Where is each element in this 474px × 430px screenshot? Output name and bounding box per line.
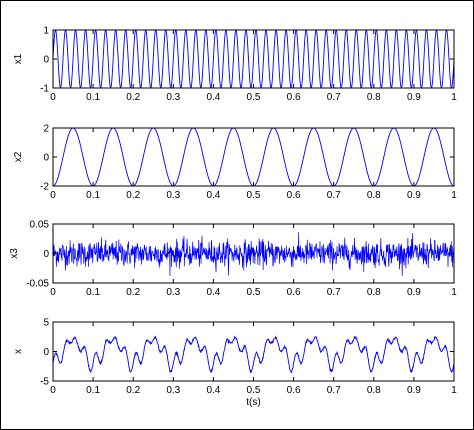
x-tick-label: 0.2 [126, 190, 140, 201]
x-tick-label: 0.1 [86, 92, 100, 103]
y-tick-label: -0.05 [26, 279, 49, 290]
x-tick-label: 0.3 [166, 287, 180, 298]
x-tick-label: 1 [451, 190, 457, 201]
x-tick-label: 0 [50, 385, 56, 396]
x-tick-label: 0.5 [247, 287, 261, 298]
y-axis-label-x: x [13, 349, 24, 354]
x-tick-label: 0.4 [206, 385, 220, 396]
y-axis-label-x1: x1 [13, 53, 24, 64]
x-tick-label: 0.1 [86, 287, 100, 298]
y-tick-label: 2 [43, 124, 49, 135]
x-tick-label: 0.1 [86, 190, 100, 201]
x-tick-label: 0.8 [367, 190, 381, 201]
x-tick-label: 1 [451, 92, 457, 103]
subplot-3: 0 0.1 0.2 0.3 0.4 0.5 0.6 0.7 0.8 0.9 1-0.0500.05x… [9, 220, 457, 299]
y-axis-label-x3: x3 [9, 248, 20, 259]
x-tick-label: 0.7 [327, 190, 341, 201]
x-tick-label: 1 [451, 385, 457, 396]
y-tick-label: 1 [43, 26, 49, 37]
x-tick-label: 0.9 [407, 287, 421, 298]
x-tick-label: 0.7 [327, 92, 341, 103]
x-tick-label: 0.5 [247, 92, 261, 103]
axes-box-2 [52, 127, 455, 187]
x-axis-label: t(s) [246, 397, 260, 408]
x-tick-label: 0.2 [126, 287, 140, 298]
x-tick-label: 0 [50, 190, 56, 201]
x-tick-label: 0.8 [367, 385, 381, 396]
axes-box-4 [52, 321, 455, 382]
x-tick-label: 0.9 [407, 385, 421, 396]
x-tick-label: 0.6 [287, 287, 301, 298]
y-tick-label: 0.05 [30, 220, 50, 231]
x-tick-label: 0.4 [206, 190, 220, 201]
x-tick-label: 0.1 [86, 385, 100, 396]
x-tick-label: 0.8 [367, 92, 381, 103]
x-tick-label: 0 [50, 92, 56, 103]
x-tick-label: 0.3 [166, 385, 180, 396]
y-tick-label: -5 [40, 377, 49, 388]
x-tick-label: 0.3 [166, 190, 180, 201]
y-tick-label: 0 [43, 55, 49, 66]
x-tick-label: 0.3 [166, 92, 180, 103]
x-tick-label: 0.7 [327, 385, 341, 396]
y-tick-label: 0 [43, 347, 49, 358]
x-tick-label: 0.2 [126, 92, 140, 103]
y-tick-label: -1 [40, 84, 49, 95]
x-tick-label: 0.7 [327, 287, 341, 298]
series-line-x [52, 335, 455, 374]
x-tick-label: 0.5 [247, 190, 261, 201]
x-tick-label: 0.4 [206, 287, 220, 298]
x-tick-label: 0 [50, 287, 56, 298]
x-tick-label: 0.6 [287, 190, 301, 201]
series-line-x3 [52, 232, 455, 276]
x-tick-label: 0.6 [287, 385, 301, 396]
x-tick-label: 0.6 [287, 92, 301, 103]
x-tick-label: 1 [451, 287, 457, 298]
x-tick-label: 0.5 [247, 385, 261, 396]
x-tick-label: 0.8 [367, 287, 381, 298]
y-tick-label: 0 [43, 153, 49, 164]
y-tick-label: 0 [43, 249, 49, 260]
x-tick-label: 0.2 [126, 385, 140, 396]
x-tick-label: 0.9 [407, 190, 421, 201]
y-axis-label-x2: x2 [13, 151, 24, 162]
series-line-x1 [52, 29, 455, 89]
series-line-x2 [52, 127, 455, 187]
x-tick-label: 0.9 [407, 92, 421, 103]
y-tick-label: -2 [40, 182, 49, 193]
y-tick-label: 5 [43, 318, 49, 329]
x-tick-label: 0.4 [206, 92, 220, 103]
